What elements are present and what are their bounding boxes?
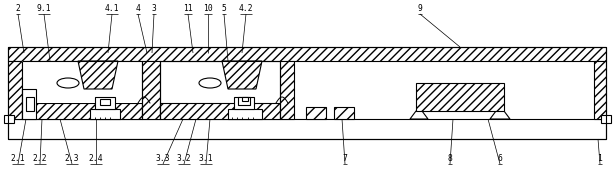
Text: 3: 3: [151, 4, 156, 13]
Ellipse shape: [199, 78, 221, 88]
Text: 10: 10: [203, 4, 213, 13]
Bar: [242, 97, 248, 101]
Bar: [22, 103, 142, 119]
Bar: [416, 83, 504, 111]
Text: 2.3: 2.3: [65, 154, 79, 163]
Bar: [228, 109, 262, 119]
Bar: [95, 97, 115, 109]
Text: 4.1: 4.1: [105, 4, 119, 13]
Text: 9: 9: [418, 4, 423, 13]
Text: 7: 7: [343, 154, 347, 163]
Bar: [8, 119, 606, 139]
Text: 5: 5: [221, 4, 226, 13]
Bar: [26, 97, 34, 111]
Text: 2.2: 2.2: [33, 154, 47, 163]
Text: 1: 1: [598, 154, 603, 163]
Ellipse shape: [57, 78, 79, 88]
Text: 9.1: 9.1: [37, 4, 51, 13]
Bar: [306, 107, 326, 119]
Polygon shape: [78, 61, 118, 89]
Bar: [90, 109, 120, 119]
Bar: [280, 61, 294, 119]
Bar: [594, 61, 606, 119]
Bar: [100, 99, 110, 105]
Polygon shape: [490, 111, 510, 119]
Bar: [8, 47, 606, 61]
Text: 2.4: 2.4: [89, 154, 103, 163]
Polygon shape: [410, 111, 428, 119]
Text: 4: 4: [135, 4, 140, 13]
Bar: [334, 107, 354, 119]
Text: 3.2: 3.2: [177, 154, 191, 163]
Bar: [160, 103, 280, 119]
Polygon shape: [222, 61, 262, 89]
Text: 2.1: 2.1: [10, 154, 25, 163]
Text: 2: 2: [15, 4, 20, 13]
Text: 3.3: 3.3: [156, 154, 170, 163]
Bar: [22, 61, 142, 103]
Text: 6: 6: [498, 154, 502, 163]
Text: 4.2: 4.2: [239, 4, 253, 13]
Bar: [4, 115, 14, 123]
Bar: [22, 89, 36, 119]
Bar: [8, 61, 22, 119]
Bar: [234, 97, 254, 109]
Text: 8: 8: [448, 154, 453, 163]
Bar: [142, 61, 160, 119]
Bar: [601, 115, 611, 123]
Bar: [238, 97, 250, 105]
Text: 11: 11: [183, 4, 193, 13]
Text: 3.1: 3.1: [199, 154, 213, 163]
